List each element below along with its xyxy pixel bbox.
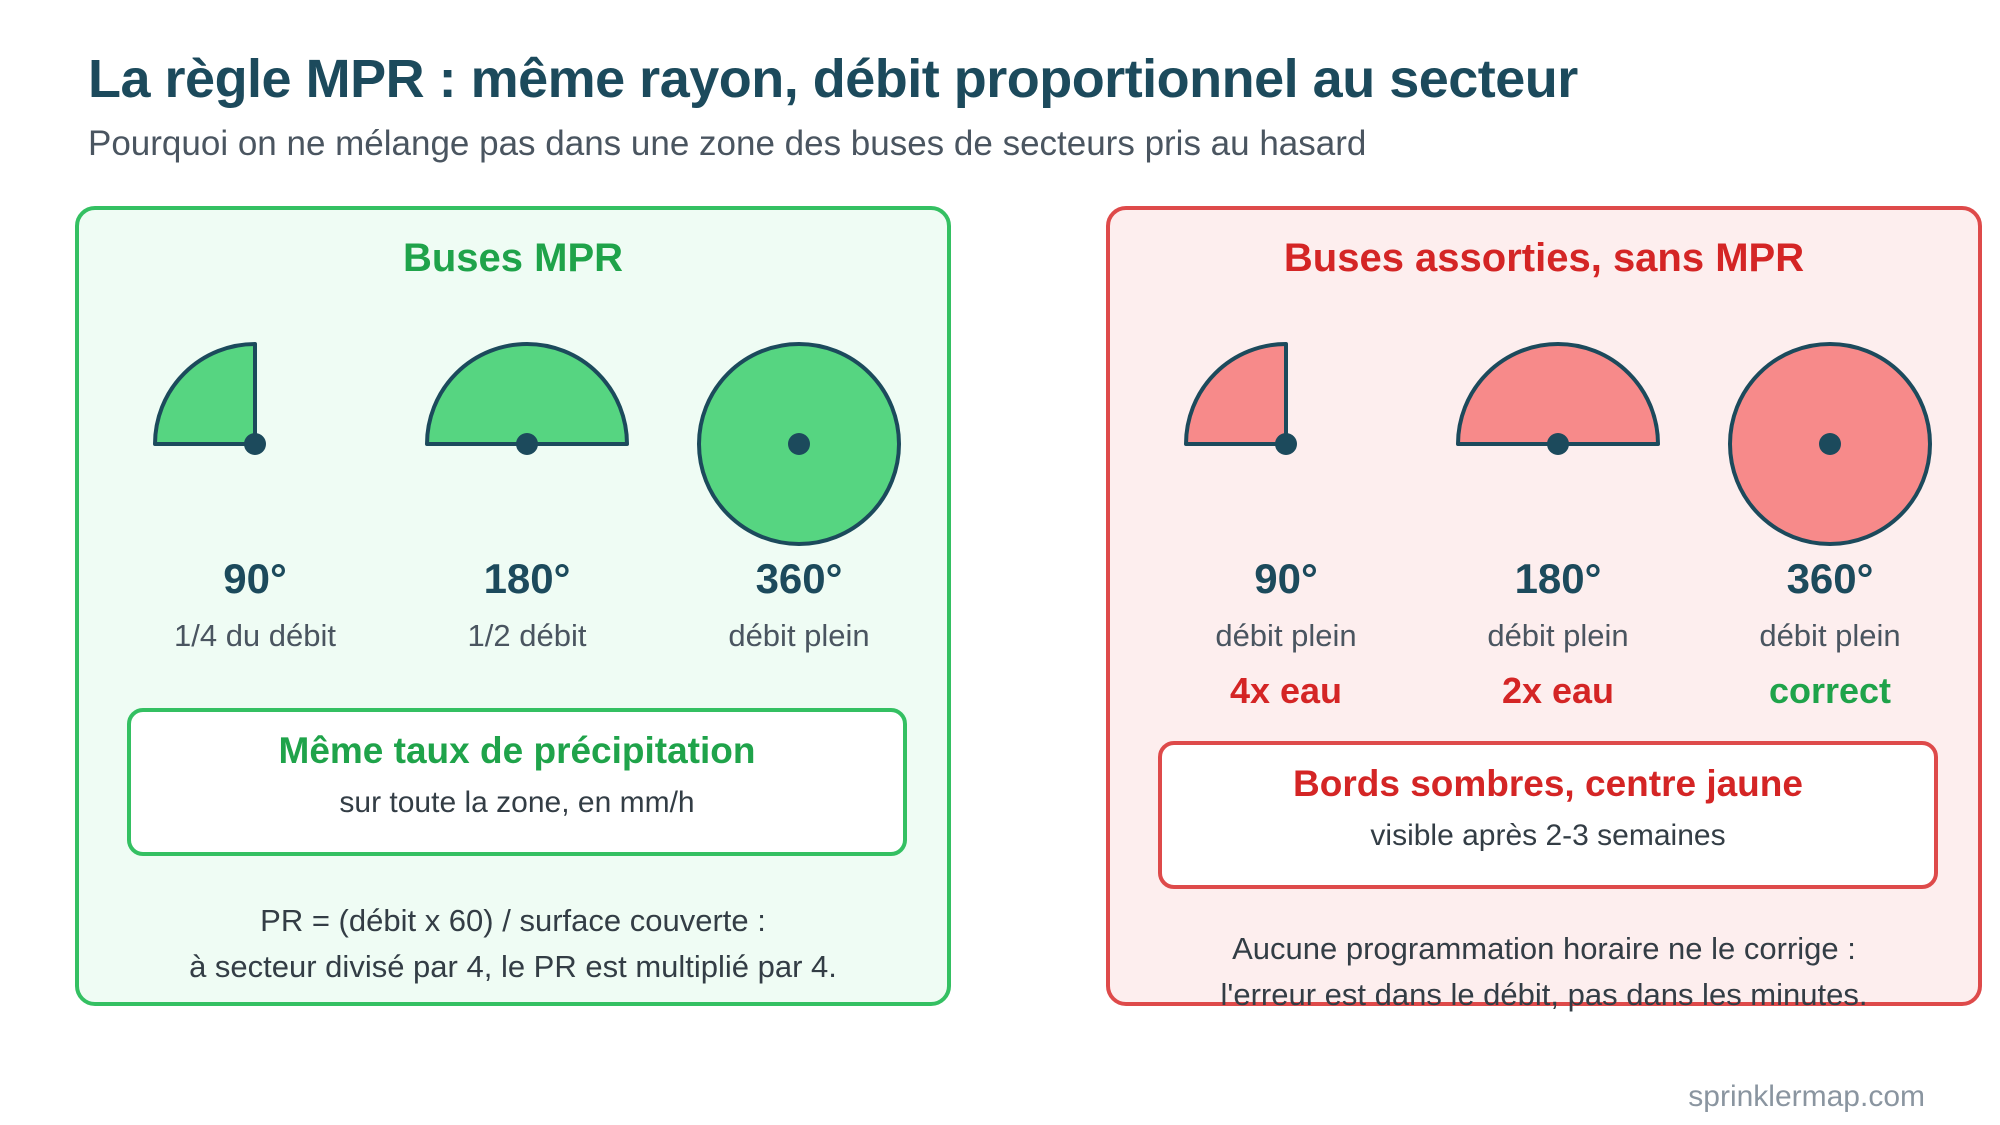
result-title: Même taux de précipitation [278,730,756,771]
result-subtitle: visible après 2-3 semaines [1370,819,1726,852]
sector-degree-label: 360° [755,555,843,602]
flow-description: 1/4 du débit [173,618,337,653]
sector-degree-label: 360° [1786,555,1874,602]
nozzle-dot [244,433,266,455]
non-mpr-sector-diagrams [1184,342,1932,546]
sector-90-shape [1184,342,1288,446]
sector-degree-label: 180° [1514,555,1602,602]
flow-description: débit plein [1759,618,1901,653]
water-correct-note: correct [1768,670,1892,711]
sector-degree-label: 90° [1254,555,1318,602]
flow-description: débit plein [728,618,870,653]
page-subtitle: Pourquoi on ne mélange pas dans une zone… [88,124,1367,163]
nozzle-dot [1275,433,1297,455]
site-watermark: sprinklermap.com [1688,1080,1925,1113]
sector-degree-label: 90° [223,555,287,602]
non-mpr-result-box: Bords sombres, centre jaune visible aprè… [1158,741,1938,889]
sector-180-shape [425,342,629,446]
sector-degree-label: 180° [483,555,571,602]
flow-description: 1/2 débit [467,618,587,653]
formula-note: PR = (débit x 60) / surface couverte : à… [79,898,947,990]
flow-description: débit plein [1487,618,1629,653]
nozzle-dot [788,433,810,455]
nozzle-dot [516,433,538,455]
mpr-result-box: Même taux de précipitation sur toute la … [127,708,907,856]
flow-description: débit plein [1215,618,1357,653]
mpr-panel-title: Buses MPR [402,236,624,280]
sector-90-shape [153,342,257,446]
formula-line-1: PR = (débit x 60) / surface couverte : [260,903,766,938]
water-excess-note: 2x eau [1501,670,1615,711]
mpr-sector-diagrams [153,342,901,546]
nozzle-dot [1819,433,1841,455]
sector-180-shape [1456,342,1660,446]
formula-line-2: à secteur divisé par 4, le PR est multip… [189,949,837,984]
schedule-note: Aucune programmation horaire ne le corri… [1110,926,1978,1018]
page-title: La règle MPR : même rayon, débit proport… [88,49,1578,109]
non-mpr-panel-title: Buses assorties, sans MPR [1283,236,1805,280]
nozzle-dot [1547,433,1569,455]
schedule-line-1: Aucune programmation horaire ne le corri… [1232,931,1856,966]
result-subtitle: sur toute la zone, en mm/h [339,786,695,819]
schedule-line-2: l'erreur est dans le débit, pas dans les… [1220,977,1868,1012]
result-title: Bords sombres, centre jaune [1293,763,1803,804]
mpr-panel: Buses MPR 90° 180° 360° 1/4 du débit 1/2… [75,206,951,1006]
water-excess-note: 4x eau [1229,670,1343,711]
non-mpr-panel: Buses assorties, sans MPR 90° 180° 360° … [1106,206,1982,1012]
